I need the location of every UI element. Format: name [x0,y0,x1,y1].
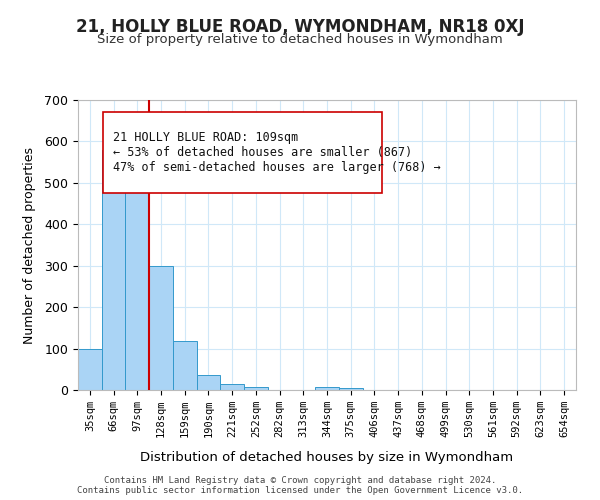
Y-axis label: Number of detached properties: Number of detached properties [23,146,36,344]
X-axis label: Distribution of detached houses by size in Wymondham: Distribution of detached houses by size … [140,451,514,464]
Text: 21 HOLLY BLUE ROAD: 109sqm
← 53% of detached houses are smaller (867)
47% of sem: 21 HOLLY BLUE ROAD: 109sqm ← 53% of deta… [113,130,440,174]
Bar [339,388,362,390]
Bar [197,374,220,390]
Text: Size of property relative to detached houses in Wymondham: Size of property relative to detached ho… [97,32,503,46]
Text: 21, HOLLY BLUE ROAD, WYMONDHAM, NR18 0XJ: 21, HOLLY BLUE ROAD, WYMONDHAM, NR18 0XJ [76,18,524,36]
Bar [315,386,339,390]
Bar [220,384,244,390]
Text: Contains HM Land Registry data © Crown copyright and database right 2024.
Contai: Contains HM Land Registry data © Crown c… [77,476,523,495]
Bar [244,386,268,390]
Bar [78,348,102,390]
Bar [149,266,173,390]
Bar [102,150,125,390]
Bar [173,341,197,390]
Bar [125,181,149,390]
FancyBboxPatch shape [103,112,382,193]
